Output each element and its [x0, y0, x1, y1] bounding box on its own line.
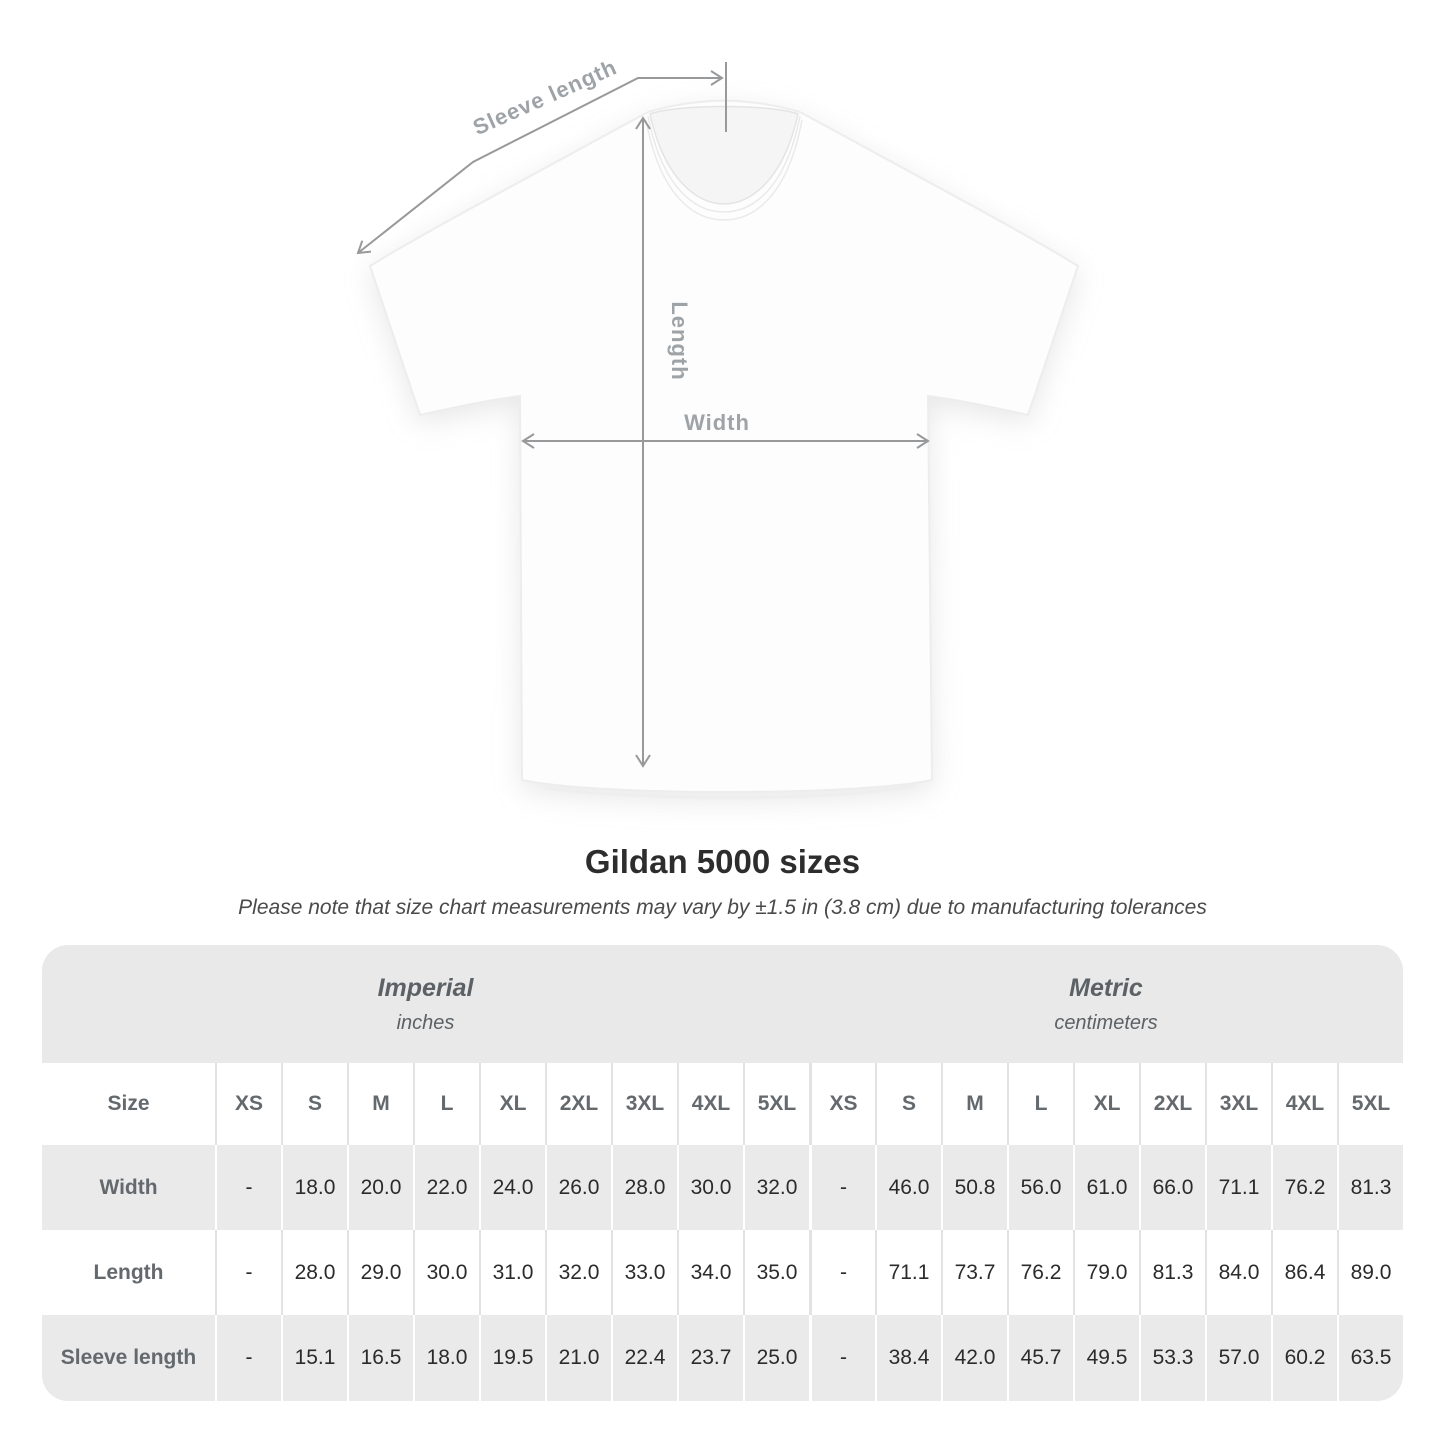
table-cell: 21.0: [545, 1315, 611, 1401]
table-cell: 89.0: [1337, 1230, 1403, 1315]
table-cell: 26.0: [545, 1145, 611, 1230]
table-cell: 23.7: [677, 1315, 743, 1401]
imperial-label: Imperial: [377, 973, 474, 1002]
row-label-width: Width: [42, 1145, 215, 1230]
hem-shadow: [544, 784, 916, 799]
table-cell: 60.2: [1271, 1315, 1337, 1401]
metric-group-header: Metric centimeters: [809, 945, 1403, 1063]
tshirt-diagram: Sleeve length Length Width: [356, 54, 1080, 799]
metric-size-header: 4XL: [1271, 1063, 1337, 1145]
table-cell: -: [215, 1315, 281, 1401]
row-label-length: Length: [42, 1230, 215, 1315]
imperial-units: inches: [396, 1011, 455, 1034]
imperial-size-header: XL: [479, 1063, 545, 1145]
table-cell: 76.2: [1007, 1230, 1073, 1315]
table-cell: 32.0: [545, 1230, 611, 1315]
sleeve-length-label: Sleeve length: [469, 54, 621, 140]
imperial-size-header: S: [281, 1063, 347, 1145]
table-cell: 22.4: [611, 1315, 677, 1401]
metric-label: Metric: [1069, 973, 1143, 1002]
table-cell: 29.0: [347, 1230, 413, 1315]
imperial-group-header: Imperial inches: [42, 945, 809, 1063]
table-cell: 32.0: [743, 1145, 809, 1230]
table-cell: 46.0: [875, 1145, 941, 1230]
table-cell: 71.1: [1205, 1145, 1271, 1230]
table-cell: 25.0: [743, 1315, 809, 1401]
table-cell: 28.0: [281, 1230, 347, 1315]
page-title: Gildan 5000 sizes: [584, 843, 861, 880]
table-cell: 24.0: [479, 1145, 545, 1230]
table-cell: 49.5: [1073, 1315, 1139, 1401]
row-label-sleeve-length: Sleeve length: [42, 1315, 215, 1401]
table-cell: 35.0: [743, 1230, 809, 1315]
table-cell: -: [809, 1230, 875, 1315]
table-cell: 45.7: [1007, 1315, 1073, 1401]
imperial-size-header: M: [347, 1063, 413, 1145]
metric-size-header: 3XL: [1205, 1063, 1271, 1145]
table-cell: 79.0: [1073, 1230, 1139, 1315]
table-cell: 57.0: [1205, 1315, 1271, 1401]
table-cell: 18.0: [281, 1145, 347, 1230]
table-cell: 53.3: [1139, 1315, 1205, 1401]
table-cell: 19.5: [479, 1315, 545, 1401]
table-cell: -: [215, 1230, 281, 1315]
table-cell: 84.0: [1205, 1230, 1271, 1315]
table-cell: 86.4: [1271, 1230, 1337, 1315]
table-cell: 30.0: [677, 1145, 743, 1230]
width-label: Width: [684, 410, 750, 435]
metric-size-header: XS: [809, 1063, 875, 1145]
table-cell: 30.0: [413, 1230, 479, 1315]
table-cell: 15.1: [281, 1315, 347, 1401]
length-label: Length: [667, 301, 692, 380]
table-cell: -: [809, 1315, 875, 1401]
imperial-size-header: 4XL: [677, 1063, 743, 1145]
metric-size-header: 2XL: [1139, 1063, 1205, 1145]
metric-units: centimeters: [1054, 1011, 1158, 1034]
table-cell: 38.4: [875, 1315, 941, 1401]
table-cell: 66.0: [1139, 1145, 1205, 1230]
metric-size-header: S: [875, 1063, 941, 1145]
imperial-size-header: XS: [215, 1063, 281, 1145]
table-cell: 71.1: [875, 1230, 941, 1315]
table-cell: 20.0: [347, 1145, 413, 1230]
table-cell: 16.5: [347, 1315, 413, 1401]
sleeve-length-arrow: [356, 70, 724, 255]
table-cell: 34.0: [677, 1230, 743, 1315]
table-cell: 76.2: [1271, 1145, 1337, 1230]
imperial-size-header: 5XL: [743, 1063, 809, 1145]
table-cell: 33.0: [611, 1230, 677, 1315]
table-cell: 50.8: [941, 1145, 1007, 1230]
table-cell: 81.3: [1337, 1145, 1403, 1230]
imperial-size-header: L: [413, 1063, 479, 1145]
table-cell: 22.0: [413, 1145, 479, 1230]
imperial-size-header: 2XL: [545, 1063, 611, 1145]
metric-size-header: 5XL: [1337, 1063, 1403, 1145]
table-cell: 81.3: [1139, 1230, 1205, 1315]
table-cell: 61.0: [1073, 1145, 1139, 1230]
metric-size-header: M: [941, 1063, 1007, 1145]
size-corner-header: Size: [42, 1063, 215, 1145]
table-cell: 56.0: [1007, 1145, 1073, 1230]
table-cell: 42.0: [941, 1315, 1007, 1401]
metric-size-header: XL: [1073, 1063, 1139, 1145]
size-table: Imperial inches Metric centimeters Size …: [42, 945, 1403, 1401]
table-cell: 28.0: [611, 1145, 677, 1230]
table-cell: 31.0: [479, 1230, 545, 1315]
table-cell: -: [809, 1145, 875, 1230]
metric-size-header: L: [1007, 1063, 1073, 1145]
table-cell: 18.0: [413, 1315, 479, 1401]
table-cell: -: [215, 1145, 281, 1230]
imperial-size-header: 3XL: [611, 1063, 677, 1145]
table-cell: 73.7: [941, 1230, 1007, 1315]
tolerance-note: Please note that size chart measurements…: [238, 896, 1207, 919]
table-cell: 63.5: [1337, 1315, 1403, 1401]
